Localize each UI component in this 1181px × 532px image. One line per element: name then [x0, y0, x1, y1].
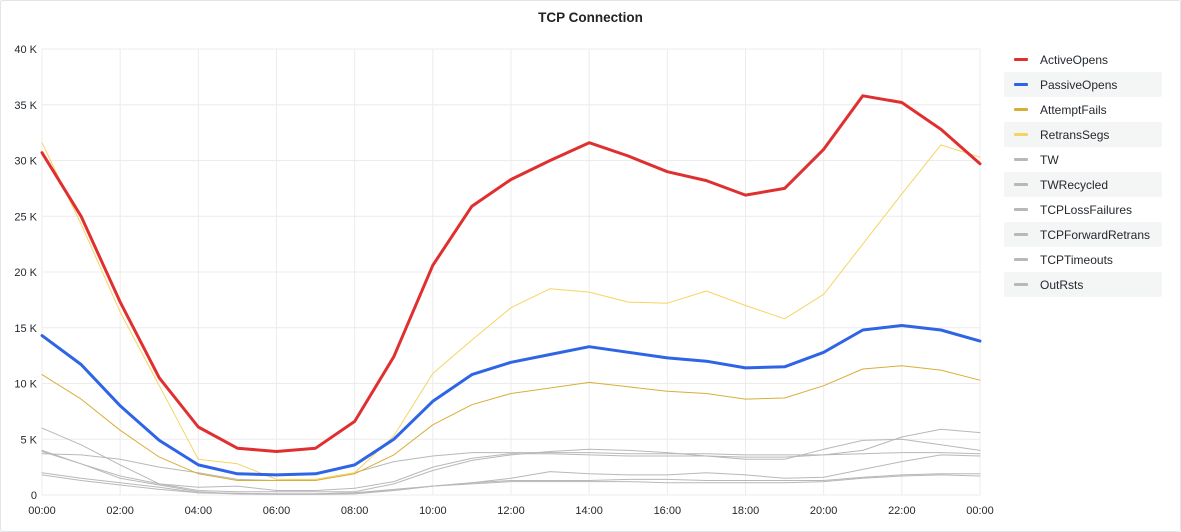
legend-label: TW [1040, 152, 1059, 167]
x-tick-label: 00:00 [966, 505, 994, 517]
legend-label: TCPLossFailures [1040, 202, 1133, 217]
x-axis: 00:00 02:00 04:00 06:00 08:00 10:00 12:00 14:00… [28, 505, 994, 517]
legend-swatch [1014, 158, 1028, 161]
legend-label: RetransSegs [1040, 127, 1110, 142]
legend: ActiveOpens PassiveOpens AttemptFails Retra… [1004, 47, 1162, 297]
legend-item-twrecycled[interactable]: TWRecycled [1004, 172, 1162, 197]
series-line-tcpforward-retrans [41, 451, 981, 495]
y-tick-label: 25 K [14, 211, 37, 223]
x-tick-label: 18:00 [732, 505, 760, 517]
y-tick-label: 5 K [20, 434, 37, 446]
y-axis: 0 5 K 10 K 15 K 20 K 25 K 30 K 35 K 40 K [14, 44, 37, 502]
legend-item-retrans-segs[interactable]: RetransSegs [1004, 122, 1162, 147]
y-tick-label: 30 K [14, 156, 37, 168]
legend-swatch [1014, 258, 1028, 261]
x-tick-label: 16:00 [654, 505, 682, 517]
y-tick-label: 0 [31, 490, 37, 502]
series-line-tcptimeouts [41, 472, 981, 495]
legend-swatch [1014, 58, 1028, 61]
legend-swatch [1014, 183, 1028, 186]
legend-label: AttemptFails [1040, 102, 1107, 117]
y-tick-label: 20 K [14, 267, 37, 279]
legend-item-attempt-fails[interactable]: AttemptFails [1004, 97, 1162, 122]
legend-swatch [1014, 133, 1028, 136]
legend-swatch [1014, 208, 1028, 211]
grid-lines [41, 48, 981, 496]
x-tick-label: 08:00 [341, 505, 369, 517]
x-tick-label: 00:00 [28, 505, 56, 517]
legend-label: PassiveOpens [1040, 77, 1118, 92]
legend-item-passive-opens[interactable]: PassiveOpens [1004, 72, 1162, 97]
x-tick-label: 20:00 [810, 505, 838, 517]
series-line-retrans-segs [41, 142, 981, 480]
x-tick-label: 22:00 [888, 505, 916, 517]
x-tick-label: 04:00 [185, 505, 213, 517]
series-line-active-opens [40, 94, 982, 453]
legend-swatch [1014, 83, 1028, 86]
y-tick-label: 10 K [14, 379, 37, 391]
legend-swatch [1014, 233, 1028, 236]
legend-item-tcptimeouts[interactable]: TCPTimeouts [1004, 247, 1162, 272]
legend-item-active-opens[interactable]: ActiveOpens [1004, 47, 1162, 72]
x-tick-label: 06:00 [263, 505, 291, 517]
series-lines [40, 94, 982, 495]
legend-swatch [1014, 108, 1028, 111]
x-tick-label: 02:00 [106, 505, 134, 517]
y-tick-label: 35 K [14, 100, 37, 112]
legend-label: TCPForwardRetrans [1040, 227, 1151, 242]
x-tick-label: 14:00 [575, 505, 603, 517]
series-line-attempt-fails [41, 365, 981, 481]
y-tick-label: 40 K [14, 44, 37, 56]
legend-item-out-rsts[interactable]: OutRsts [1004, 272, 1162, 297]
panel-title: TCP Connection [538, 10, 643, 25]
legend-label: ActiveOpens [1040, 52, 1109, 67]
y-tick-label: 15 K [14, 323, 37, 335]
series-line-twrecycled [41, 452, 981, 481]
legend-item-tw[interactable]: TW [1004, 147, 1162, 172]
x-tick-label: 10:00 [419, 505, 447, 517]
legend-label: TCPTimeouts [1040, 252, 1113, 267]
legend-swatch [1014, 283, 1028, 286]
series-line-tw [41, 427, 981, 493]
legend-label: OutRsts [1040, 277, 1084, 292]
x-tick-label: 12:00 [497, 505, 525, 517]
legend-item-tcpforward-retrans[interactable]: TCPForwardRetrans [1004, 222, 1162, 247]
legend-item-tcploss-failures[interactable]: TCPLossFailures [1004, 197, 1162, 222]
line-chart: 0 5 K 10 K 15 K 20 K 25 K 30 K 35 K 40 K 00:00 02… [14, 44, 994, 517]
series-line-passive-opens [40, 324, 982, 477]
legend-label: TWRecycled [1040, 177, 1109, 192]
